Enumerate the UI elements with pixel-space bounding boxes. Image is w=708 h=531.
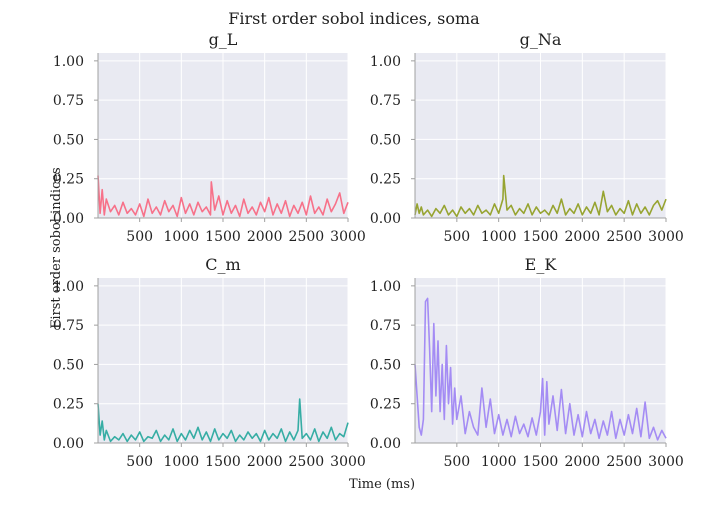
x-tick-label: 500 bbox=[126, 454, 153, 470]
x-tick-label: 1500 bbox=[523, 229, 559, 245]
y-tick-label: 1.00 bbox=[53, 54, 84, 70]
x-tick-label: 1000 bbox=[481, 229, 517, 245]
series-line-e-k bbox=[414, 297, 667, 441]
panel-title: g_Na bbox=[520, 30, 562, 49]
y-tick-label: 1.00 bbox=[370, 279, 401, 295]
x-tick-label: 2000 bbox=[247, 454, 283, 470]
panels: 500 1000 1500 2000 2500 30000.000.250.500.751… bbox=[53, 30, 684, 470]
x-tick-label: 500 bbox=[443, 454, 470, 470]
x-tick-label: 1500 bbox=[523, 454, 559, 470]
y-tick-label: 0.25 bbox=[53, 172, 84, 188]
x-tick-label: 3000 bbox=[330, 454, 366, 470]
x-tick-label: 500 bbox=[126, 229, 153, 245]
series-line-g-l bbox=[97, 175, 349, 218]
y-tick-label: 0.00 bbox=[370, 436, 401, 452]
x-tick-label: 500 bbox=[443, 229, 470, 245]
y-tick-label: 0.00 bbox=[370, 211, 401, 227]
y-tick-label: 0.75 bbox=[370, 93, 401, 109]
x-tick-label: 2500 bbox=[289, 229, 325, 245]
y-tick-label: 0.25 bbox=[370, 172, 401, 188]
x-tick-label: 3000 bbox=[648, 454, 684, 470]
x-tick-label: 3000 bbox=[648, 229, 684, 245]
x-tick-label: 1000 bbox=[164, 454, 200, 470]
y-tick-label: 0.00 bbox=[53, 211, 84, 227]
panel-title: C_m bbox=[205, 255, 240, 274]
y-tick-label: 0.75 bbox=[370, 318, 401, 334]
series-line-g-na bbox=[414, 174, 667, 218]
x-axis-label: Time (ms) bbox=[349, 477, 415, 492]
y-tick-label: 1.00 bbox=[370, 54, 401, 70]
panel-e-k: 500 1000 1500 2000 2500 3000 0.00 0.25 0.50 0.75 1… bbox=[370, 255, 684, 470]
x-tick-label: 1500 bbox=[205, 229, 241, 245]
y-tick-label: 0.50 bbox=[370, 357, 401, 373]
y-tick-label: 0.50 bbox=[53, 132, 84, 148]
x-tick-label: 1000 bbox=[164, 229, 200, 245]
y-tick-label: 0.00 bbox=[53, 436, 84, 452]
x-tick-label: 2000 bbox=[565, 229, 601, 245]
figure-title: First order sobol indices, soma bbox=[228, 9, 480, 28]
x-tick-label: 2500 bbox=[289, 454, 325, 470]
y-tick-label: 0.25 bbox=[53, 397, 84, 413]
panel-c-m: 500 1000 1500 2000 2500 3000 0.00 0.25 0.50 0.75 1… bbox=[53, 255, 366, 470]
x-tick-label: 1500 bbox=[205, 454, 241, 470]
y-tick-label: 0.75 bbox=[53, 318, 84, 334]
x-tick-label: 2500 bbox=[606, 229, 642, 245]
panel-title: g_L bbox=[209, 30, 238, 49]
y-tick-label: 0.50 bbox=[370, 132, 401, 148]
y-tick-label: 0.75 bbox=[53, 93, 84, 109]
x-tick-label: 1000 bbox=[481, 454, 517, 470]
panel-title: E_K bbox=[525, 255, 558, 274]
x-tick-label: 2000 bbox=[247, 229, 283, 245]
panel-g-na: 500 1000 1500 2000 2500 3000 0.00 0.25 0.50 0.75 1… bbox=[370, 30, 684, 245]
y-tick-label: 0.25 bbox=[370, 397, 401, 413]
series-line-c-m bbox=[97, 398, 349, 443]
y-tick-label: 1.00 bbox=[53, 279, 84, 295]
x-tick-label: 2000 bbox=[565, 454, 601, 470]
x-tick-label: 2500 bbox=[606, 454, 642, 470]
y-axis-label: First order sobol indices bbox=[49, 167, 64, 328]
y-tick-label: 0.50 bbox=[53, 357, 84, 373]
x-tick-label: 3000 bbox=[330, 229, 366, 245]
panel-g-l: 500 1000 1500 2000 2500 3000 0.00 0.25 0.50 0.75 1… bbox=[53, 30, 366, 245]
